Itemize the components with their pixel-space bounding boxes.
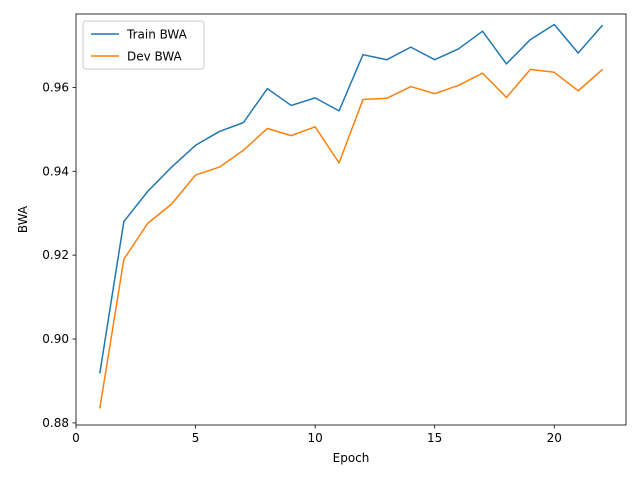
legend: Train BWA Dev BWA xyxy=(82,20,205,70)
series-line-2 xyxy=(99,68,604,409)
y-tick-label: 0.90 xyxy=(42,332,69,346)
x-tick-label: 10 xyxy=(307,431,322,445)
legend-box xyxy=(82,20,205,70)
x-tick-label: 15 xyxy=(427,431,442,445)
legend-label-1: Train BWA xyxy=(126,28,188,42)
y-tick-label: 0.92 xyxy=(42,248,69,262)
x-tick-label: 5 xyxy=(192,431,200,445)
y-axis-label: BWA xyxy=(16,205,30,233)
series-line-1 xyxy=(99,23,604,374)
legend-label-2: Dev BWA xyxy=(127,50,183,64)
x-tick-label: 20 xyxy=(547,431,562,445)
y-tick-label: 0.94 xyxy=(42,164,69,178)
y-tick-label: 0.96 xyxy=(42,80,69,94)
axes: 0 5 10 15 20 0.88 0.90 0.92 0.94 0.96 xyxy=(42,13,627,445)
axes-frame xyxy=(75,13,627,426)
x-tick-label: 0 xyxy=(72,431,80,445)
plot-area xyxy=(99,23,604,409)
y-tick-label: 0.88 xyxy=(42,416,69,430)
x-axis-label: Epoch xyxy=(333,451,370,465)
